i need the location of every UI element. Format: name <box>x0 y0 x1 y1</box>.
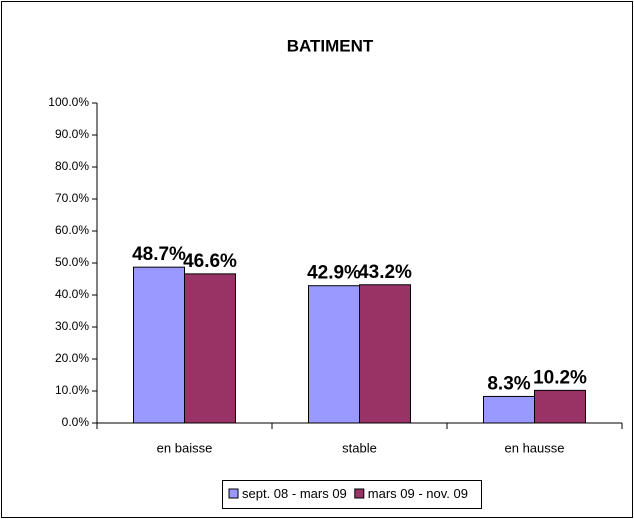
bar <box>133 266 185 424</box>
bar <box>359 284 411 424</box>
x-tick-label: stable <box>342 440 377 455</box>
y-tick-label: 30.0% <box>55 319 89 333</box>
data-label: 8.3% <box>487 373 530 394</box>
y-tick-label: 80.0% <box>55 159 89 173</box>
bar <box>483 395 535 424</box>
y-tick-label: 60.0% <box>55 223 89 237</box>
y-tick-label: 40.0% <box>55 287 89 301</box>
legend-swatch <box>354 488 365 499</box>
data-label: 46.6% <box>183 251 237 272</box>
legend: sept. 08 - mars 09 mars 09 - nov. 09 <box>222 480 482 509</box>
y-tick-label: 50.0% <box>55 255 89 269</box>
y-tick-label: 100.0% <box>48 95 89 109</box>
legend-label: mars 09 - nov. 09 <box>368 486 468 501</box>
legend-swatch <box>228 488 239 499</box>
bar <box>308 285 360 424</box>
data-label: 48.7% <box>132 244 186 265</box>
y-tick-label: 20.0% <box>55 351 89 365</box>
bar <box>534 389 586 424</box>
x-tick-label: en baisse <box>157 440 213 455</box>
data-label: 10.2% <box>533 367 587 388</box>
y-tick-label: 70.0% <box>55 191 89 205</box>
data-label: 42.9% <box>307 263 361 284</box>
bar <box>184 273 236 424</box>
legend-box <box>222 480 482 509</box>
chart-title: BATIMENT <box>287 36 374 55</box>
y-tick-label: 10.0% <box>55 383 89 397</box>
x-tick-label: en hausse <box>505 440 565 455</box>
data-label: 43.2% <box>358 262 412 283</box>
legend-label: sept. 08 - mars 09 <box>242 486 347 501</box>
y-tick-label: 90.0% <box>55 127 89 141</box>
y-tick-label: 0.0% <box>62 415 90 429</box>
